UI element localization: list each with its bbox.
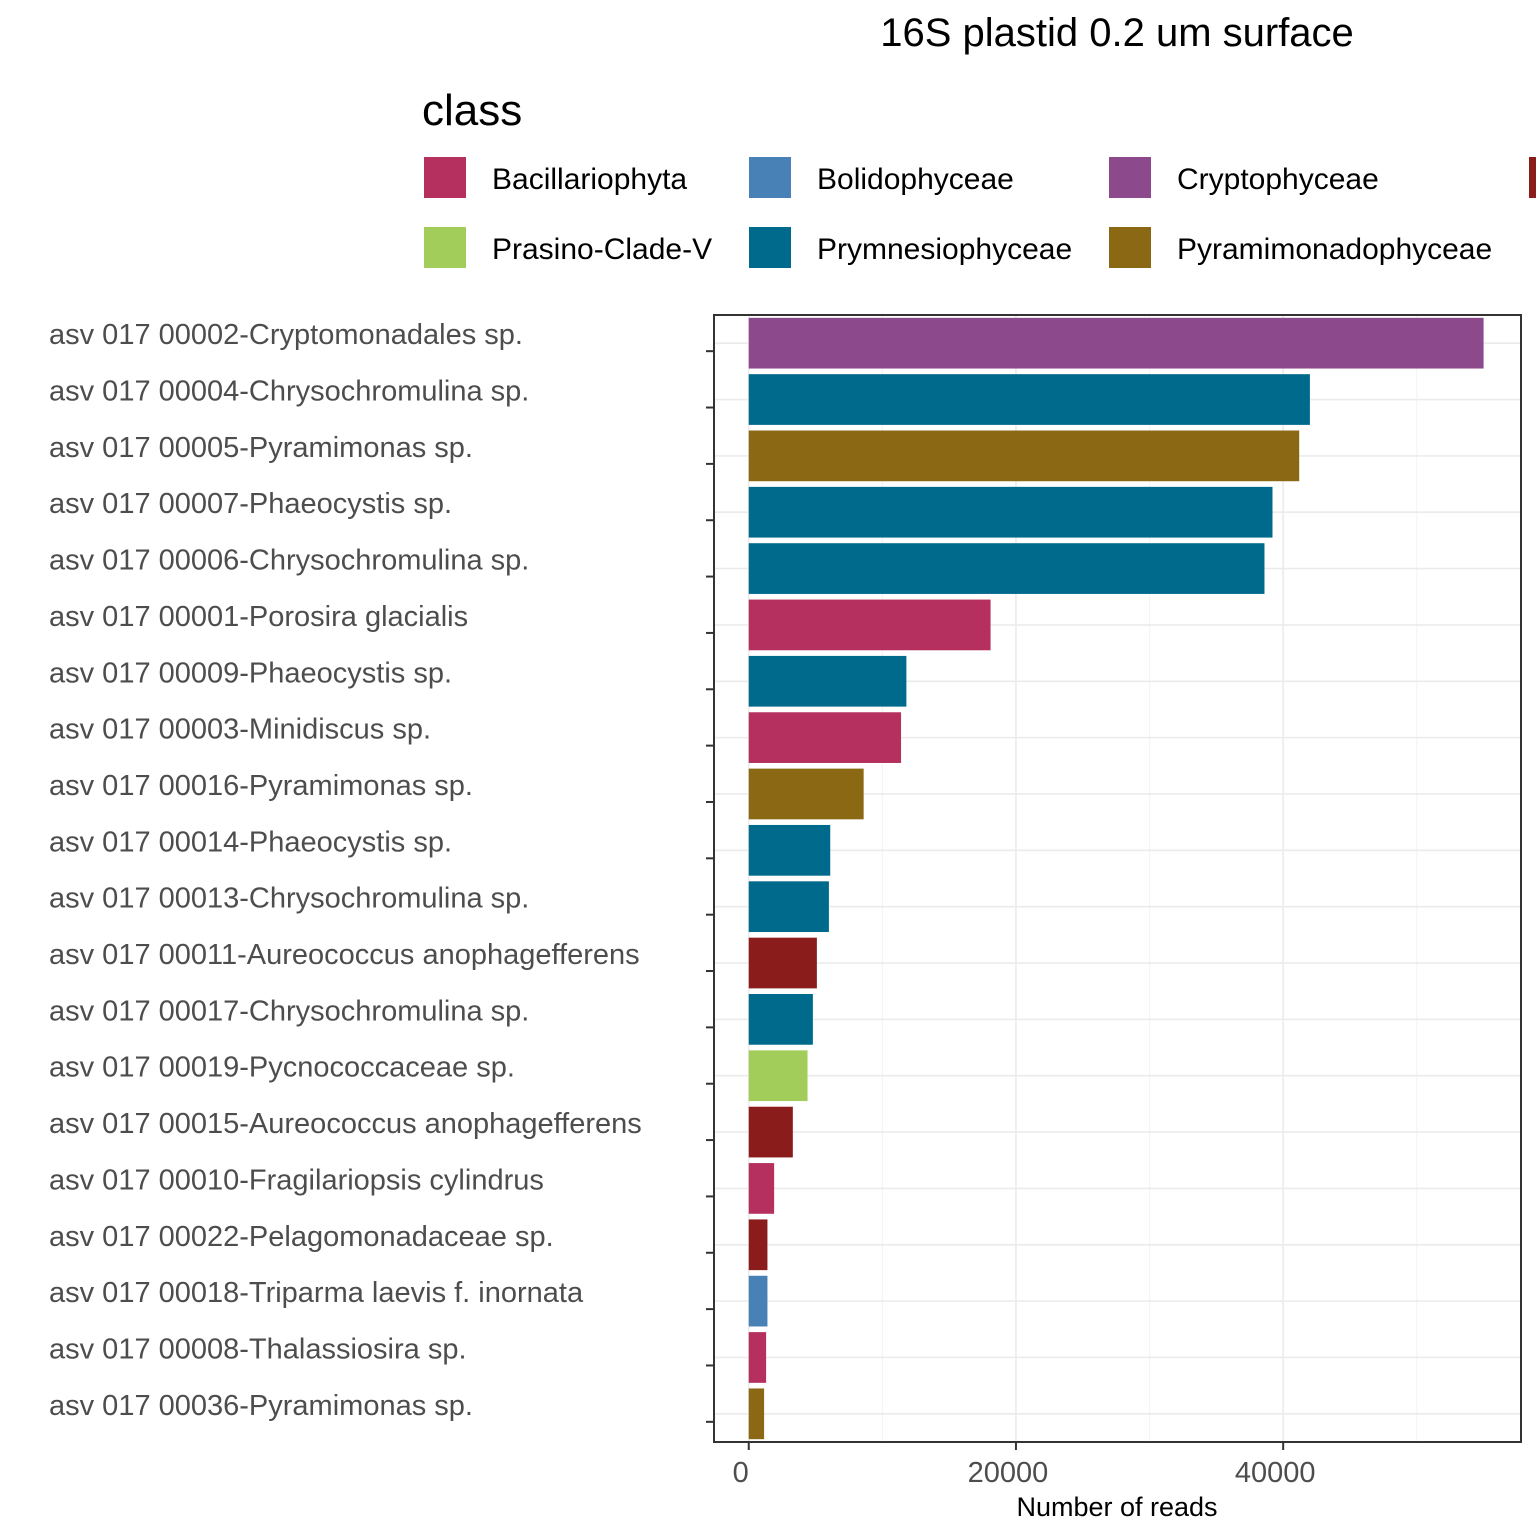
panel-background [714,315,1521,1442]
y-tick-label: asv 017 00004-Chrysochromulina sp. [49,376,529,408]
bar-13 [748,994,813,1045]
legend-label: Prymnesiophyceae [817,233,1072,266]
plot-panel [713,314,1522,1443]
legend-label: Pyramimonadophyceae [1177,233,1492,266]
legend-swatch [1529,157,1536,198]
bar-7 [748,655,907,707]
legend-swatch [424,227,466,268]
bar-10 [748,824,831,876]
chart-title: 16S plastid 0.2 um surface [880,11,1354,55]
legend-item-bacillariophyta: Bacillariophyta [424,157,687,198]
legend-swatch [424,157,466,198]
x-axis-title: Number of reads [1016,1492,1217,1522]
bar-12 [748,937,817,989]
legend-label: Prasino-Clade-V [492,233,712,266]
bar-18 [748,1275,768,1327]
y-tick-label: asv 017 00018-Triparma laevis f. inornat… [49,1277,584,1309]
bar-17 [748,1219,768,1271]
panel-border [713,314,1522,1443]
legend-item [1529,157,1536,198]
legend-swatch [1109,157,1151,198]
bar-20 [748,1388,765,1440]
bar-11 [748,881,829,933]
x-tick-label: 40000 [1235,1457,1316,1489]
bar-19 [748,1332,767,1383]
y-tick-label: asv 017 00013-Chrysochromulina sp. [49,883,529,915]
bar-4 [748,486,1273,538]
y-tick-label: asv 017 00016-Pyramimonas sp. [49,770,473,802]
x-tick-label: 0 [733,1457,749,1489]
legend-swatch [749,227,791,268]
bar-6 [748,599,991,651]
bar-2 [748,374,1310,425]
bar-9 [748,768,864,820]
y-tick-label: asv 017 00036-Pyramimonas sp. [49,1390,473,1422]
bar-1 [748,317,1484,369]
y-tick-label: asv 017 00006-Chrysochromulina sp. [49,545,529,577]
legend: Bacillariophyta Bolidophyceae Cryptophycea… [424,157,1536,268]
y-tick-label: asv 017 00022-Pelagomonadaceae sp. [49,1221,554,1253]
legend-title: class [422,86,522,135]
legend-item-prasino-clade-v: Prasino-Clade-V [424,227,712,268]
y-tick-label: asv 017 00008-Thalassiosira sp. [49,1333,467,1365]
legend-swatch [1109,227,1151,268]
legend-item-pyramimonadophyceae: Pyramimonadophyceae [1109,227,1492,268]
legend-label: Bolidophyceae [817,163,1014,196]
bar-16 [748,1163,775,1214]
x-tick-label: 20000 [968,1457,1049,1489]
bar-8 [748,712,902,763]
legend-label: Cryptophyceae [1177,163,1379,196]
y-axis: asv 017 00002-Cryptomonadales sp. asv 017… [49,319,714,1423]
y-tick-label: asv 017 00019-Pycnococcaceae sp. [49,1052,515,1084]
bar-3 [748,430,1300,482]
legend-label: Bacillariophyta [492,163,687,196]
legend-item-prymnesiophyceae: Prymnesiophyceae [749,227,1072,268]
legend-item-bolidophyceae: Bolidophyceae [749,157,1014,198]
y-tick-label: asv 017 00017-Chrysochromulina sp. [49,995,529,1027]
bar-14 [748,1050,808,1102]
y-tick-label: asv 017 00011-Aureococcus anophagefferen… [49,939,640,971]
bar-15 [748,1106,793,1158]
y-tick-label: asv 017 00010-Fragilariopsis cylindrus [49,1164,544,1196]
y-tick-label: asv 017 00009-Phaeocystis sp. [49,657,452,689]
y-tick-label: asv 017 00015-Aureococcus anophagefferen… [49,1108,642,1140]
y-tick-label: asv 017 00003-Minidiscus sp. [49,714,431,746]
x-axis: 0 20000 40000 [733,1442,1316,1489]
y-tick-label: asv 017 00007-Phaeocystis sp. [49,488,452,520]
y-tick-label: asv 017 00014-Phaeocystis sp. [49,826,452,858]
y-tick-label: asv 017 00005-Pyramimonas sp. [49,432,473,464]
y-tick-label: asv 017 00001-Porosira glacialis [49,601,468,633]
legend-swatch [749,157,791,198]
bar-5 [748,543,1265,594]
legend-item-cryptophyceae: Cryptophyceae [1109,157,1379,198]
y-tick-label: asv 017 00002-Cryptomonadales sp. [49,319,523,351]
